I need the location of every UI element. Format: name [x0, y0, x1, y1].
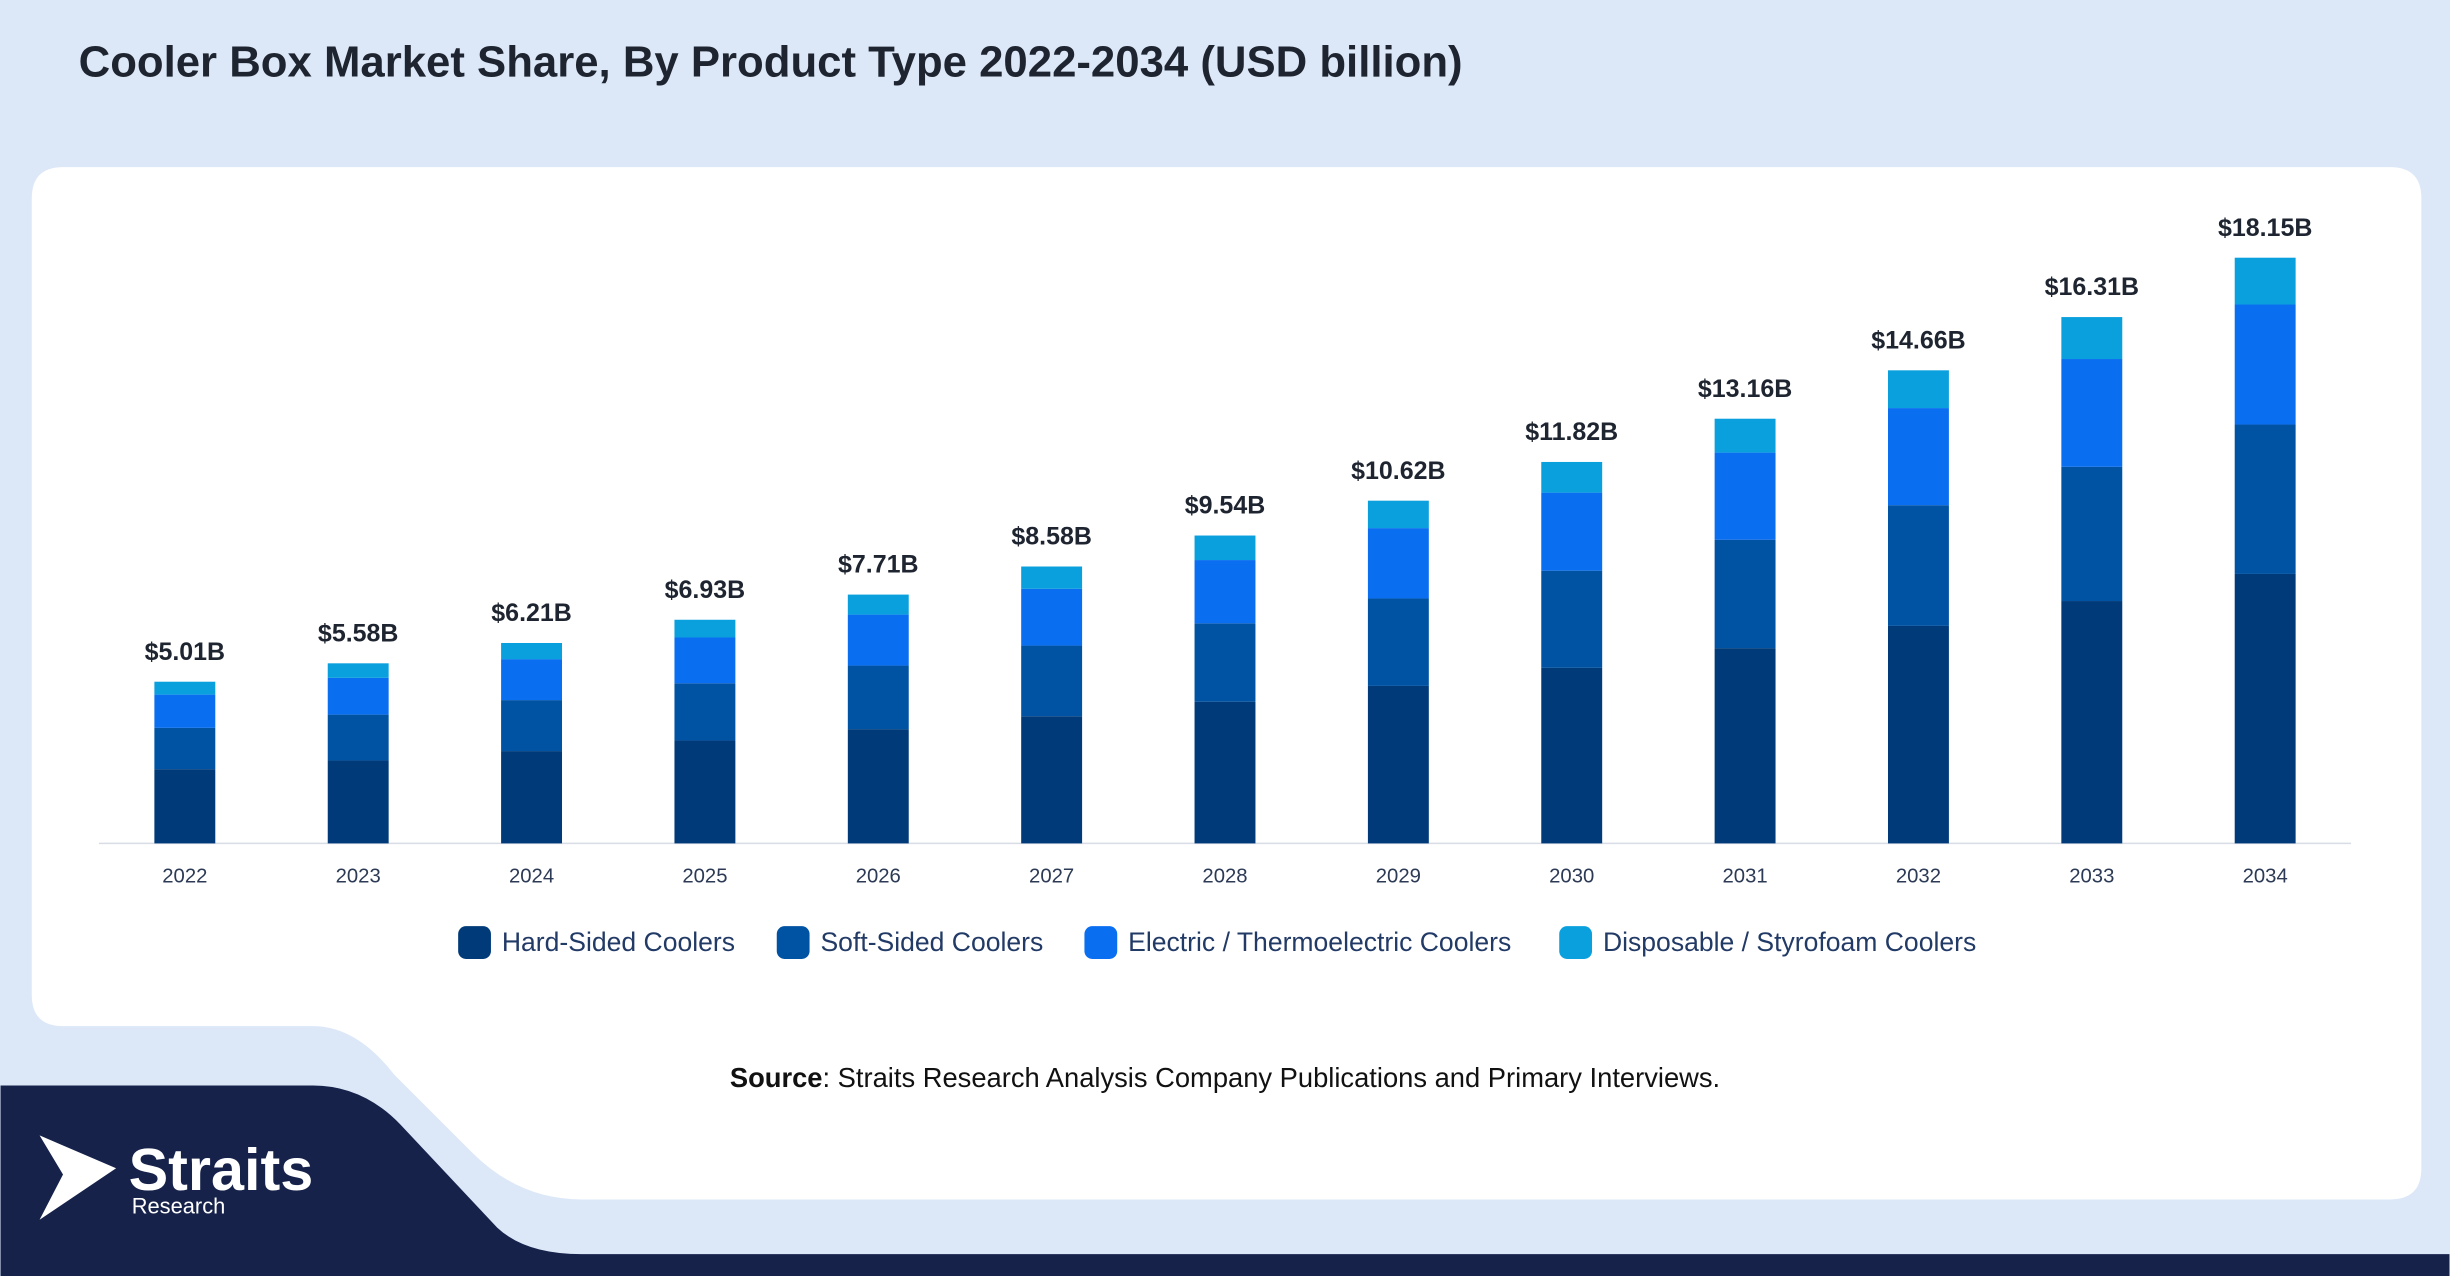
x-tick-label: 2024: [509, 865, 554, 887]
total-label: $6.21B: [491, 599, 572, 627]
x-tick-label: 2030: [1549, 865, 1594, 887]
bar-segment: [1367, 528, 1429, 599]
legend-label: Hard-Sided Coolers: [502, 927, 735, 957]
legend-swatch: [1084, 926, 1118, 959]
bar-segment: [1541, 492, 1603, 571]
footer-band: [0, 1085, 2450, 1276]
total-label: $10.62B: [1351, 457, 1445, 485]
bar-segment: [501, 659, 563, 701]
bar-segment: [154, 681, 216, 695]
bar-segment: [327, 760, 389, 844]
bar-segment: [674, 740, 736, 844]
total-label: $5.58B: [318, 619, 399, 647]
source: Source: Straits Research Analysis Compan…: [730, 1062, 1720, 1093]
legend-swatch: [1559, 926, 1593, 959]
bar-segment: [674, 637, 736, 684]
bar-segment: [1194, 623, 1256, 702]
bar-segment: [154, 694, 216, 728]
bar-segment: [1541, 667, 1603, 844]
x-tick-label: 2025: [682, 865, 727, 887]
bar-segment: [2234, 304, 2296, 425]
x-tick-label: 2034: [2243, 865, 2288, 887]
legend-label: Soft-Sided Coolers: [820, 927, 1043, 957]
bar-segment: [1021, 716, 1083, 844]
x-tick-label: 2023: [336, 865, 381, 887]
total-label: $5.01B: [145, 638, 226, 666]
bar-segment: [847, 665, 909, 730]
x-tick-label: 2028: [1202, 865, 1247, 887]
logo-icon: [39, 1135, 117, 1220]
bar-segment: [2061, 317, 2123, 360]
total-label: $18.15B: [2218, 214, 2312, 242]
bar-segment: [327, 714, 389, 761]
total-label: $16.31B: [2045, 273, 2139, 301]
logo-sub: Research: [132, 1194, 226, 1219]
logo-name: Straits: [129, 1136, 314, 1203]
bar-segment: [327, 663, 389, 678]
bar-segment: [1887, 505, 1949, 626]
bar-segment: [847, 614, 909, 666]
bar-segment: [1021, 645, 1083, 717]
bar-segment: [154, 727, 216, 770]
x-tick-label: 2033: [2069, 865, 2114, 887]
x-tick-label: 2032: [1896, 865, 1941, 887]
bar-segment: [1714, 648, 1776, 844]
bar-segment: [2234, 424, 2296, 574]
bar-segment: [2234, 257, 2296, 305]
bar-segment: [327, 677, 389, 715]
bar-segment: [2061, 466, 2123, 602]
bar-segment: [1887, 370, 1949, 409]
legend-label: Disposable / Styrofoam Coolers: [1603, 927, 1976, 957]
bar-segment: [154, 769, 216, 844]
bar-segment: [1887, 408, 1949, 506]
bar-segment: [1194, 701, 1256, 844]
bar-segment: [1367, 500, 1429, 529]
total-label: $7.71B: [838, 551, 919, 579]
x-tick-label: 2026: [856, 865, 901, 887]
bar-segment: [1367, 598, 1429, 686]
total-label: $14.66B: [1871, 326, 1965, 354]
bar-segment: [847, 594, 909, 615]
total-label: $9.54B: [1185, 492, 1266, 520]
bar-segment: [674, 683, 736, 741]
x-tick-label: 2027: [1029, 865, 1074, 887]
total-label: $8.58B: [1011, 523, 1092, 551]
x-tick-label: 2031: [1723, 865, 1768, 887]
bar-segment: [1021, 588, 1083, 646]
bar-segment: [1714, 418, 1776, 453]
total-label: $11.82B: [1525, 418, 1618, 446]
bar-segment: [1194, 560, 1256, 624]
bar-segment: [1887, 625, 1949, 844]
bar-segment: [847, 729, 909, 844]
bar-segment: [1714, 452, 1776, 540]
bar-segment: [1714, 539, 1776, 649]
x-tick-label: 2029: [1376, 865, 1421, 887]
legend-swatch: [776, 926, 810, 959]
bar-segment: [501, 642, 563, 660]
legend-label: Electric / Thermoelectric Coolers: [1128, 927, 1511, 957]
bar-segment: [1367, 685, 1429, 844]
total-label: $6.93B: [665, 576, 746, 604]
source-text: : Straits Research Analysis Company Publ…: [823, 1062, 1721, 1093]
bar-segment: [2234, 573, 2296, 844]
source-label: Source: [730, 1062, 823, 1093]
bar-segment: [1021, 566, 1083, 589]
bar-segment: [674, 619, 736, 638]
chart-title: Cooler Box Market Share, By Product Type…: [79, 38, 1463, 87]
total-label: $13.16B: [1698, 375, 1792, 403]
bar-segment: [501, 751, 563, 844]
bar-segment: [2061, 359, 2123, 467]
bar-segment: [501, 700, 563, 752]
bar-segment: [1194, 535, 1256, 561]
bar-segment: [2061, 601, 2123, 844]
bar-segment: [1541, 461, 1603, 493]
x-tick-label: 2022: [162, 865, 207, 887]
legend-swatch: [458, 926, 491, 959]
bar-segment: [1541, 570, 1603, 668]
